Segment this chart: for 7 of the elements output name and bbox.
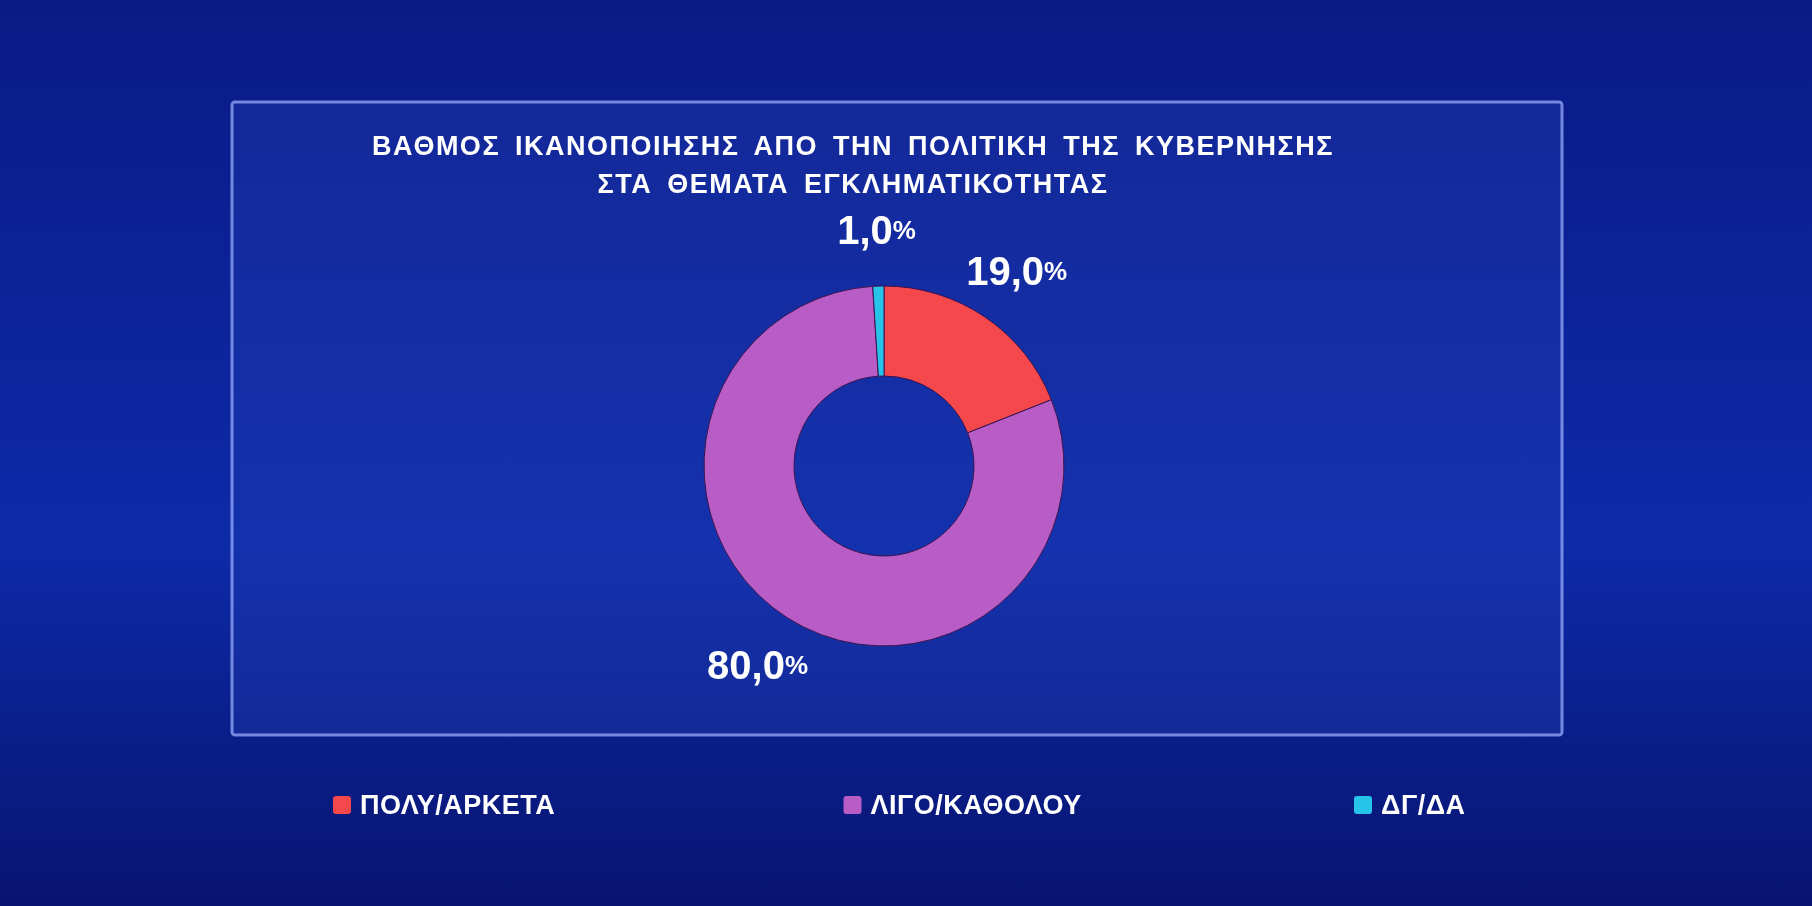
legend-label: ΔΓ/ΔΑ — [1381, 790, 1466, 820]
slice-label: ΛΙΓΟ/ΚΑΘΟΛΟΥ — [870, 790, 1082, 820]
data-label: 80,0% — [707, 643, 809, 688]
data-label: 19,0% — [966, 248, 1068, 293]
legend-label: ΠΟΛΥ/ΑΡΚΕΤΑ — [360, 790, 556, 820]
chart-title: ΒΑΘΜΟΣ ΙΚΑΝΟΠΟΙΗΣΗΣ ΑΠΟ ΤΗΝ ΠΟΛΙΤΙΚΗ ΤΗΣ ΚΥΒΕΡΝΗΣΗΣ ΣΤΑ ΘΕΜΑΤΑ ΕΓΚΛΗΜΑΤΙΚΟΤΗΤΑΣ — [372, 131, 1334, 199]
data-label: 1,0% — [837, 208, 916, 253]
